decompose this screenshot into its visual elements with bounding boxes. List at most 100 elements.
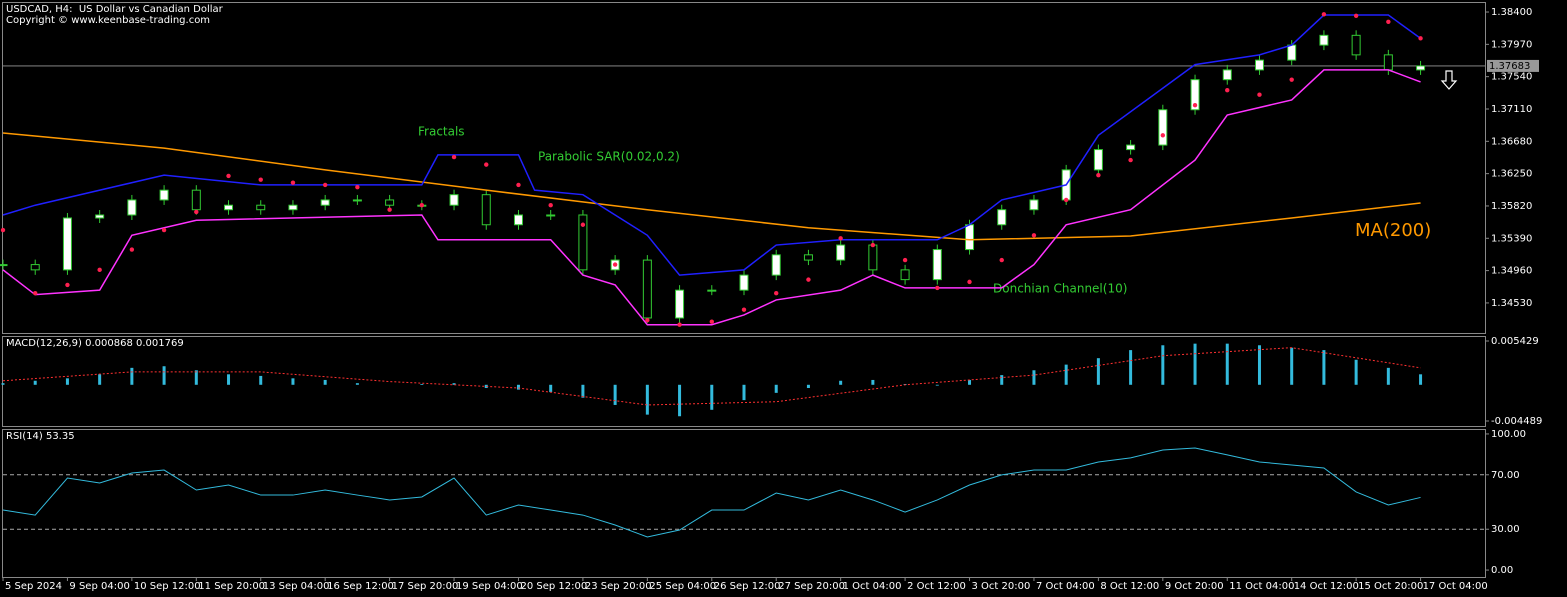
candle-body	[546, 214, 556, 217]
sar-dot	[935, 285, 940, 291]
x-tick-label: 2 Oct 12:00	[907, 581, 966, 592]
x-tick-label: 10 Sep 12:00	[134, 581, 201, 592]
macd-panel-frame	[2, 336, 1486, 427]
x-tick-label: 16 Sep 12:00	[327, 581, 394, 592]
candle-body	[30, 264, 40, 271]
candle-body	[0, 264, 8, 267]
candle-body	[159, 189, 169, 201]
x-tick-label: 19 Sep 04:00	[456, 581, 523, 592]
candle-body	[1093, 149, 1103, 171]
sar-dot	[1289, 77, 1294, 82]
x-tick-label: 23 Sep 20:00	[585, 581, 652, 592]
x-tick-label: 11 Sep 20:00	[198, 581, 265, 592]
y-tick-label: 30.00	[1491, 524, 1520, 535]
sar-dot	[1386, 19, 1391, 24]
sar-dot	[902, 257, 908, 263]
sar-dot	[806, 277, 811, 282]
annotation: Fractals	[418, 125, 465, 139]
x-tick-label: 17 Oct 04:00	[1423, 581, 1488, 592]
indicator-label: Donchian Channel(10)	[993, 282, 1127, 296]
y-tick-label: 1.34530	[1491, 298, 1532, 309]
sar-dot	[774, 290, 779, 296]
x-tick-label: 1 Oct 04:00	[843, 581, 902, 592]
candle-body	[1126, 144, 1136, 151]
donchian-line	[2, 69, 1421, 326]
sar-dot	[226, 173, 231, 179]
sar-dot	[1160, 133, 1166, 138]
sar-dot	[290, 180, 296, 185]
y-tick-label: 100.00	[1491, 429, 1526, 440]
x-tick-label: 9 Oct 20:00	[1165, 581, 1224, 592]
moving-average-line	[2, 132, 1421, 241]
sar-dot	[387, 207, 392, 212]
sar-dot	[1096, 172, 1101, 178]
candle-body	[1190, 79, 1200, 111]
sar-dot	[645, 318, 650, 323]
y-tick-label: 0.005429	[1491, 336, 1539, 347]
sar-dot	[1031, 233, 1037, 238]
candle-body	[224, 204, 234, 211]
x-tick-label: 13 Sep 04:00	[263, 581, 330, 592]
candle-body	[675, 289, 685, 319]
sar-dot	[1225, 87, 1230, 93]
sar-dot	[322, 182, 328, 188]
main-panel-frame	[2, 2, 1486, 334]
sar-dot	[999, 257, 1004, 263]
y-tick-label: 1.34960	[1491, 266, 1532, 277]
sar-dot	[1321, 12, 1327, 17]
candle-body	[1254, 59, 1264, 71]
sar-dot	[258, 177, 263, 182]
y-tick-label: 1.37540	[1491, 72, 1532, 83]
panel-title: RSI(14) 53.35	[6, 431, 75, 442]
x-tick-label: 5 Sep 2024	[5, 581, 62, 592]
candle-body	[771, 254, 781, 276]
candle-body	[997, 209, 1007, 226]
sar-dot	[1418, 36, 1423, 41]
sar-dot	[65, 282, 70, 288]
signal-line	[2, 347, 1421, 406]
sar-dot	[194, 209, 199, 215]
panel-title: USDCAD, H4: US Dollar vs Canadian Dollar	[6, 4, 224, 15]
sar-dot	[355, 184, 360, 190]
rsi-line	[2, 447, 1421, 538]
sar-dot	[0, 227, 6, 233]
candle-body	[352, 199, 362, 202]
sar-dot	[129, 247, 135, 252]
x-tick-label: 25 Sep 04:00	[649, 581, 716, 592]
candle-body	[1158, 109, 1168, 146]
candle-body	[965, 224, 975, 251]
donchian-line	[2, 14, 1422, 276]
y-tick-label: 70.00	[1491, 470, 1520, 481]
candle-body	[578, 214, 588, 271]
candle-body	[707, 289, 717, 292]
sar-dot	[451, 154, 457, 160]
candle-body	[836, 244, 846, 261]
sar-dot	[580, 222, 586, 227]
sar-dot	[1128, 157, 1133, 163]
sar-dot	[870, 242, 876, 248]
current-price-box	[1487, 59, 1539, 72]
candle-body	[932, 249, 942, 281]
x-tick-label: 11 Oct 04:00	[1229, 581, 1294, 592]
x-tick-label: 3 Oct 20:00	[972, 581, 1031, 592]
candle-body	[513, 214, 523, 226]
indicator-label: Parabolic SAR(0.02,0.2)	[538, 150, 680, 164]
sell-arrow-icon	[1440, 70, 1458, 90]
current-price-label: 1.37683	[1489, 61, 1530, 72]
sar-dot	[612, 262, 618, 267]
candle-body	[95, 214, 105, 219]
x-tick-label: 15 Oct 20:00	[1358, 581, 1423, 592]
y-tick-label: -0.004489	[1491, 416, 1542, 427]
y-tick-label: 1.36680	[1491, 136, 1532, 147]
candle-body	[1351, 34, 1361, 56]
candle-body	[1287, 44, 1297, 61]
x-tick-label: 14 Oct 12:00	[1294, 581, 1359, 592]
y-tick-label: 1.38400	[1491, 7, 1532, 18]
y-tick-label: 1.35390	[1491, 233, 1532, 244]
candle-body	[739, 274, 749, 291]
candle-body	[1416, 65, 1426, 71]
sar-dot	[838, 236, 843, 241]
candle-body	[900, 269, 910, 281]
